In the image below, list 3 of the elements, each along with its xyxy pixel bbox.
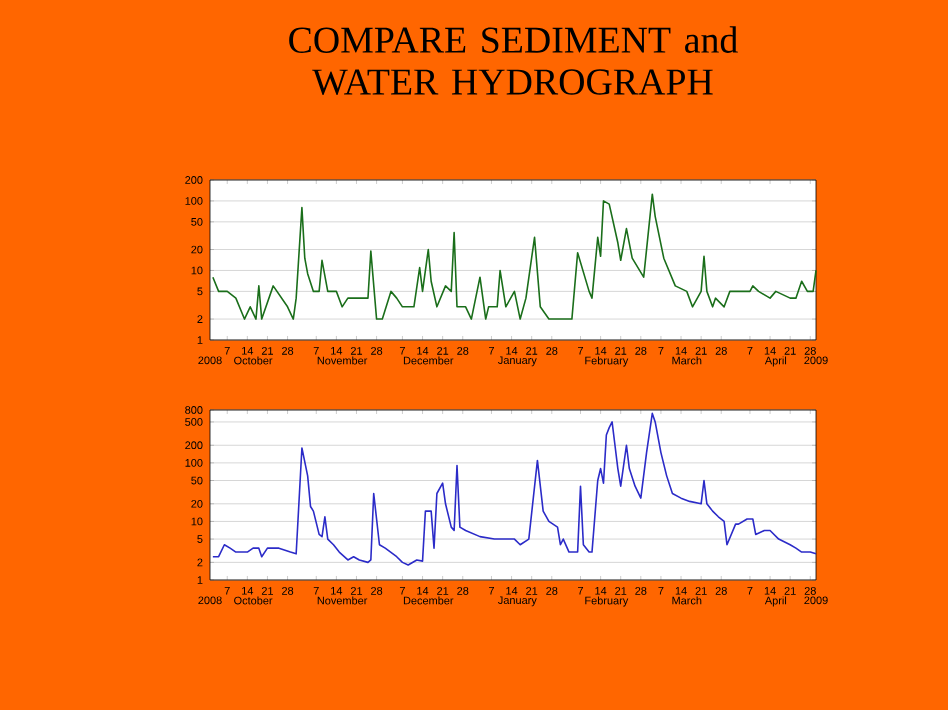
chart-title: COMPARE SEDIMENT and WATER HYDROGRAPH <box>289 26 738 95</box>
line-series <box>212 412 817 566</box>
line-series <box>212 193 817 320</box>
